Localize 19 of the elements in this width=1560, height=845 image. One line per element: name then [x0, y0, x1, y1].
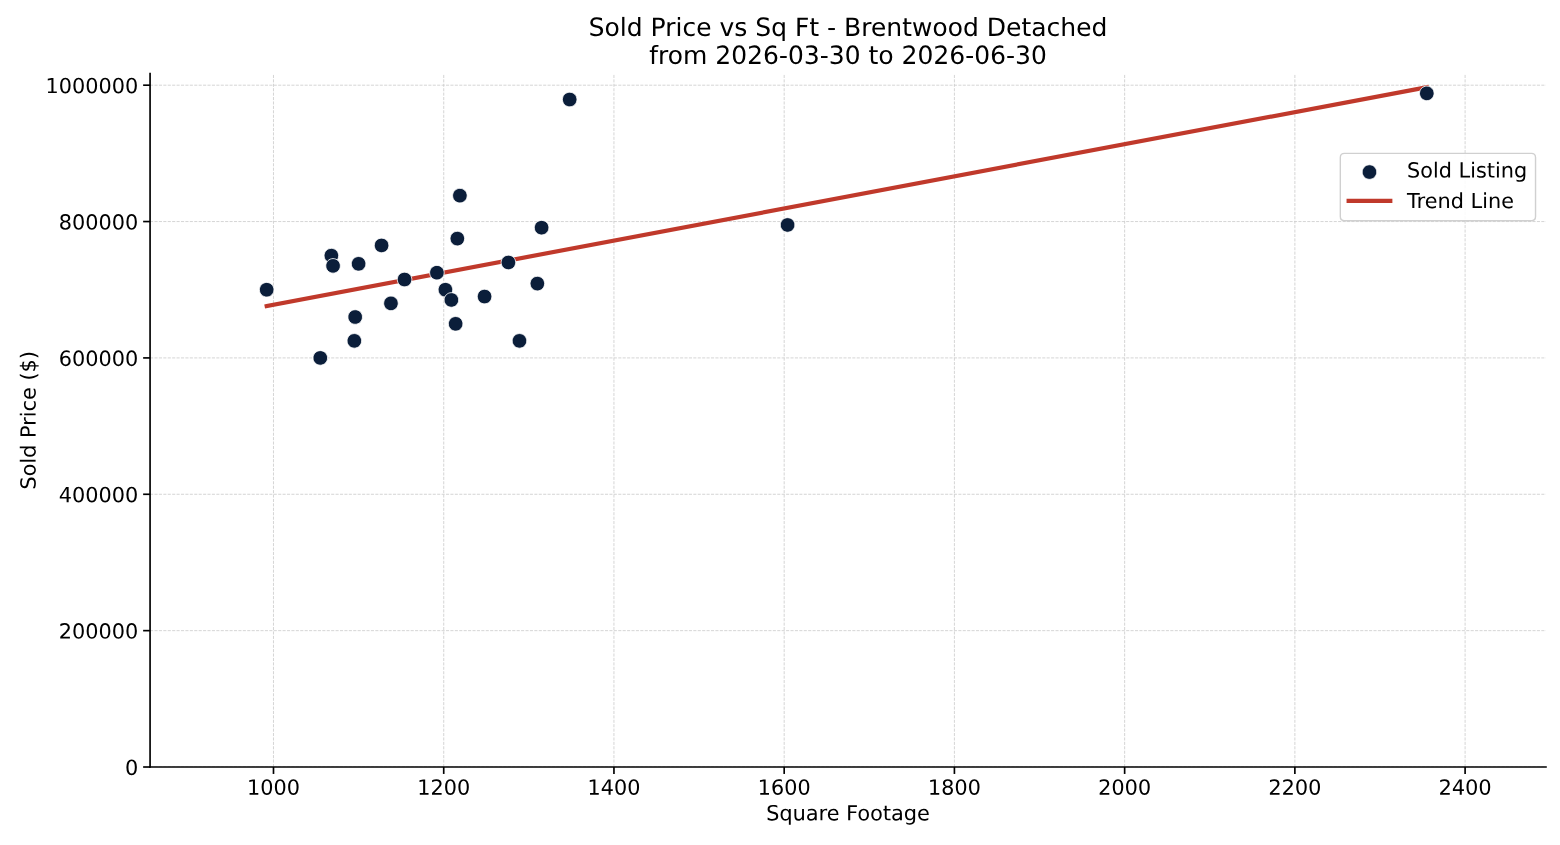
x-tick-label: 2200: [1269, 779, 1320, 795]
legend-label: Trend Line: [1406, 192, 1513, 209]
x-tick-label: 1000: [249, 779, 299, 795]
x-tick-label: 1600: [759, 779, 810, 795]
x-tick-label: 1200: [419, 779, 469, 795]
x-tick-label: 2000: [1099, 779, 1150, 795]
x-axis-title: Square Footage: [767, 804, 929, 825]
y-tick-label: 400000: [59, 486, 137, 503]
x-tick-label: 2400: [1440, 779, 1491, 795]
x-tick-label: 1400: [589, 779, 640, 795]
x-tick-label: 1800: [930, 779, 980, 795]
y-tick-label: 600000: [60, 350, 137, 367]
y-tick-label: 200000: [60, 623, 137, 639]
chart-title: Sold Price vs Sq Ft - Brentwood Detached from 2026-03-30 to 2026-06-30: [590, 16, 1106, 65]
legend-label: Sold Listing: [1408, 161, 1526, 182]
y-axis-title: Sold Price ($): [19, 352, 39, 489]
y-tick-label: 800000: [60, 214, 137, 230]
y-tick-label: 1000000: [47, 77, 137, 94]
y-tick-label: 0: [126, 759, 137, 776]
